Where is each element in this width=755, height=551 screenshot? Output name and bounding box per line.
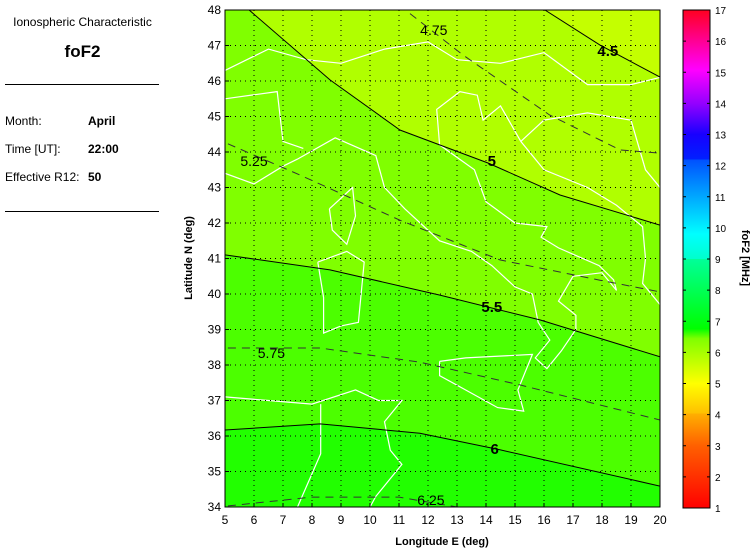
divider: [5, 211, 159, 212]
contour-label: 6.25: [417, 492, 444, 508]
divider: [5, 84, 159, 85]
coastline: [225, 41, 660, 86]
colorbar-tick-label: 9: [715, 255, 721, 266]
y-tick-label: 37: [208, 394, 222, 408]
x-axis-label: Longitude E (deg): [395, 536, 489, 548]
axes: 5 6 7 8 9 10 11 12 13 14 15 16 17 18 19 203435363738394…: [208, 3, 667, 527]
colorbar-tick-label: 16: [715, 37, 727, 48]
y-tick-label: 38: [208, 358, 222, 372]
x-tick-label: 11: [393, 513, 406, 527]
time-label: Time [UT]:: [5, 142, 61, 156]
x-tick-label: 5: [222, 513, 229, 527]
y-tick-label: 40: [208, 287, 222, 301]
x-tick-label: 8: [309, 513, 316, 527]
coastline: [317, 250, 365, 334]
colorbar-tick-label: 14: [715, 99, 727, 110]
coastline: [225, 389, 404, 507]
contour-label: 5: [488, 153, 496, 170]
x-tick-label: 15: [508, 513, 522, 527]
y-tick-label: 42: [208, 216, 222, 230]
coastline: [520, 112, 660, 188]
colorbar-tick-label: 6: [715, 348, 721, 359]
y-tick-label: 41: [208, 252, 222, 266]
r12-value: 50: [88, 170, 102, 184]
month-label: Month:: [5, 114, 42, 128]
x-tick-label: 18: [595, 513, 609, 527]
contour-label: 6: [491, 441, 499, 458]
x-tick-label: 9: [338, 513, 345, 527]
coastline: [296, 404, 322, 507]
y-axis-label: Latitude N (deg): [183, 216, 195, 300]
band-4.5_5: [225, 10, 660, 226]
x-tick-label: 16: [537, 513, 551, 527]
contour-line-5.5: [225, 254, 660, 358]
x-tick-label: 19: [624, 513, 638, 527]
y-tick-label: 43: [208, 181, 222, 195]
band-above_4.5: [515, 10, 660, 78]
month-value: April: [88, 114, 116, 128]
colorbar: [682, 9, 711, 509]
contour-label: 5.25: [240, 153, 267, 169]
colorbar-tick-label: 1: [715, 504, 721, 515]
contour-label: 4.75: [420, 22, 447, 38]
y-tick-label: 44: [208, 145, 222, 159]
colorbar-tick-label: 10: [715, 224, 727, 235]
contour-line-6.25: [227, 496, 458, 507]
colorbar-tick-label: 12: [715, 162, 727, 173]
y-tick-label: 48: [208, 3, 222, 17]
heading: Ionospheric Characteristic: [13, 15, 152, 29]
y-tick-label: 46: [208, 74, 222, 88]
contour-line-4.75: [409, 13, 660, 154]
contour-line-5.75: [227, 347, 660, 421]
contour-label: 5.75: [258, 345, 285, 361]
colorbar-tick-label: 3: [715, 442, 721, 453]
x-tick-label: 13: [450, 513, 464, 527]
x-tick-label: 6: [251, 513, 258, 527]
r12-label: Effective R12:: [5, 170, 80, 184]
y-tick-label: 39: [208, 323, 222, 337]
x-tick-label: 20: [653, 513, 667, 527]
y-tick-label: 34: [208, 500, 222, 514]
coastlines: [225, 41, 660, 507]
colorbar-tick-label: 7: [715, 317, 721, 328]
colorbar-tick-label: 8: [715, 286, 721, 297]
coastline: [328, 186, 357, 246]
colorbar-tick-label: 2: [715, 473, 721, 484]
y-tick-label: 35: [208, 465, 222, 479]
contour-line-4.5: [544, 10, 660, 78]
colorbar-tick-label: 15: [715, 68, 727, 79]
time-value: 22:00: [88, 142, 119, 156]
colorbar-tick-label: 5: [715, 380, 721, 391]
contour-line-5: [248, 10, 660, 226]
colorbar-tick-label: 13: [715, 131, 727, 142]
contour-line-6: [225, 423, 660, 487]
x-tick-label: 17: [566, 513, 580, 527]
contour-line-5.25: [227, 143, 660, 293]
y-tick-label: 45: [208, 110, 222, 124]
x-tick-label: 14: [479, 513, 493, 527]
x-tick-label: 7: [280, 513, 287, 527]
colorbar-tick-label: 17: [715, 6, 727, 17]
colorbar-tick-label: 4: [715, 411, 721, 422]
fill-bands: [225, 10, 660, 507]
parameter-title: foF2: [64, 42, 101, 61]
y-tick-label: 36: [208, 429, 222, 443]
x-tick-label: 12: [421, 513, 435, 527]
contour-lines: 4.5 4.75 5 5.25 5.5 5.75 6 6.25: [225, 10, 660, 508]
contour-label: 4.5: [597, 43, 618, 60]
contour-label: 5.5: [481, 299, 502, 316]
y-tick-label: 47: [208, 39, 222, 53]
colorbar-label: foF2 [MHz]: [739, 230, 751, 287]
colorbar-tick-label: 11: [715, 193, 726, 204]
x-tick-label: 10: [363, 513, 377, 527]
